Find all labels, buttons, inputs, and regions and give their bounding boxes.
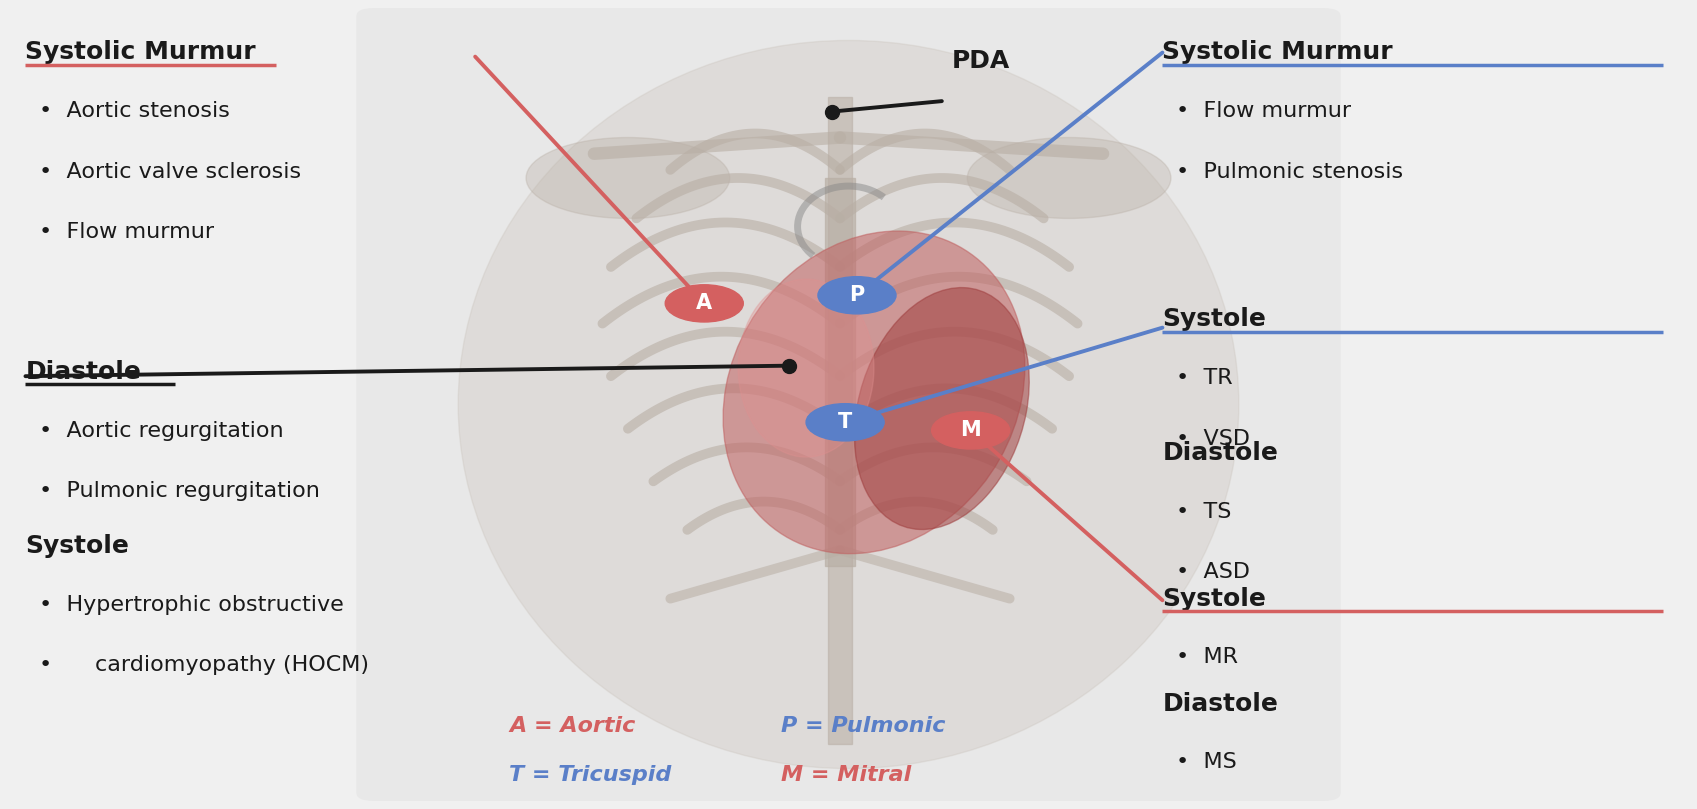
Text: P: P <box>850 286 864 305</box>
Text: Systole: Systole <box>25 534 129 558</box>
Circle shape <box>932 412 1010 449</box>
Ellipse shape <box>967 138 1171 218</box>
Text: A = Aortic: A = Aortic <box>509 716 635 736</box>
Text: •  Aortic regurgitation: • Aortic regurgitation <box>39 421 283 441</box>
Text: A: A <box>696 294 713 313</box>
Text: •  TR: • TR <box>1176 368 1232 388</box>
Text: Systole: Systole <box>1162 307 1266 332</box>
Circle shape <box>806 404 884 441</box>
Circle shape <box>818 277 896 314</box>
Text: Systolic Murmur: Systolic Murmur <box>1162 40 1393 65</box>
Text: •  Flow murmur: • Flow murmur <box>1176 101 1351 121</box>
Text: •  Pulmonic stenosis: • Pulmonic stenosis <box>1176 162 1403 182</box>
Text: Systolic Murmur: Systolic Murmur <box>25 40 256 65</box>
Text: T: T <box>838 413 852 432</box>
Ellipse shape <box>526 138 730 218</box>
Text: •  ASD: • ASD <box>1176 562 1251 582</box>
Text: •  MR: • MR <box>1176 647 1239 667</box>
Text: •  MS: • MS <box>1176 752 1237 773</box>
Text: P = Pulmonic: P = Pulmonic <box>781 716 945 736</box>
Text: PDA: PDA <box>952 49 1010 73</box>
Bar <box>828 97 852 744</box>
Bar <box>825 178 855 566</box>
Text: Systole: Systole <box>1162 587 1266 611</box>
Text: M = Mitral: M = Mitral <box>781 765 911 785</box>
Ellipse shape <box>855 288 1028 529</box>
Text: •  VSD: • VSD <box>1176 429 1251 449</box>
Text: •  Pulmonic regurgitation: • Pulmonic regurgitation <box>39 481 321 502</box>
Text: •  TS: • TS <box>1176 502 1232 522</box>
Text: •  Flow murmur: • Flow murmur <box>39 222 214 243</box>
Text: •  Aortic valve sclerosis: • Aortic valve sclerosis <box>39 162 300 182</box>
Text: T = Tricuspid: T = Tricuspid <box>509 765 672 785</box>
Text: Diastole: Diastole <box>25 360 141 384</box>
Ellipse shape <box>738 279 874 457</box>
Circle shape <box>665 285 743 322</box>
FancyBboxPatch shape <box>356 8 1341 801</box>
Text: •  Aortic stenosis: • Aortic stenosis <box>39 101 229 121</box>
Text: •      cardiomyopathy (HOCM): • cardiomyopathy (HOCM) <box>39 655 368 676</box>
Text: Diastole: Diastole <box>1162 692 1278 716</box>
Text: M: M <box>961 421 981 440</box>
Text: Diastole: Diastole <box>1162 441 1278 465</box>
Ellipse shape <box>723 231 1025 553</box>
Text: •  Hypertrophic obstructive: • Hypertrophic obstructive <box>39 595 344 615</box>
Ellipse shape <box>458 40 1239 769</box>
